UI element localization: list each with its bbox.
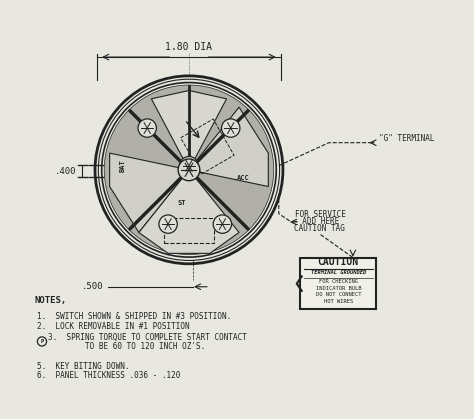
Text: FOR SERVICE: FOR SERVICE <box>295 210 346 219</box>
Bar <box>181 119 234 174</box>
Polygon shape <box>109 153 189 233</box>
Text: ACC: ACC <box>237 175 250 181</box>
Text: CAUTION TAG: CAUTION TAG <box>294 224 345 233</box>
Bar <box>164 218 214 243</box>
Text: 3.  SPRING TORQUE TO COMPLETE START CONTACT: 3. SPRING TORQUE TO COMPLETE START CONTA… <box>48 333 247 342</box>
Text: TO BE 60 TO 120 INCH OZ'S.: TO BE 60 TO 120 INCH OZ'S. <box>48 342 206 352</box>
Circle shape <box>180 156 198 175</box>
Text: .500: .500 <box>82 282 103 291</box>
Text: DO NOT CONNECT: DO NOT CONNECT <box>316 292 361 297</box>
Text: "G" TERMINAL: "G" TERMINAL <box>379 134 435 142</box>
Text: BAT: BAT <box>120 159 126 172</box>
Text: 2.  LOCK REMOVABLE IN #1 POSITION: 2. LOCK REMOVABLE IN #1 POSITION <box>36 322 189 331</box>
Text: 1.80 DIA: 1.80 DIA <box>165 41 212 52</box>
Text: TERMINAL GROUNDED: TERMINAL GROUNDED <box>310 270 366 275</box>
Circle shape <box>104 85 274 255</box>
Text: ST: ST <box>177 200 186 206</box>
Circle shape <box>213 215 232 233</box>
Circle shape <box>221 119 240 137</box>
Text: HOT WIRES: HOT WIRES <box>324 299 353 304</box>
Circle shape <box>138 119 156 137</box>
Text: CAUTION: CAUTION <box>318 257 359 267</box>
Text: 1.  SWITCH SHOWN & SHIPPED IN #3 POSITION.: 1. SWITCH SHOWN & SHIPPED IN #3 POSITION… <box>36 312 231 321</box>
Text: 5.  KEY BITING DOWN.: 5. KEY BITING DOWN. <box>36 362 129 372</box>
Text: P: P <box>41 339 44 344</box>
Circle shape <box>159 215 177 233</box>
Text: .400: .400 <box>55 167 76 176</box>
FancyBboxPatch shape <box>301 259 376 309</box>
Polygon shape <box>139 170 239 253</box>
Text: — ADD HERE: — ADD HERE <box>292 217 339 226</box>
Polygon shape <box>189 107 268 186</box>
Text: FOR CHECKING: FOR CHECKING <box>319 279 358 284</box>
Polygon shape <box>151 91 227 170</box>
Text: 6.  PANEL THICKNESS .036 - .120: 6. PANEL THICKNESS .036 - .120 <box>36 371 180 380</box>
Text: INDICATOR BULB: INDICATOR BULB <box>316 286 361 291</box>
Circle shape <box>178 159 200 181</box>
Text: NOTES,: NOTES, <box>35 297 67 305</box>
